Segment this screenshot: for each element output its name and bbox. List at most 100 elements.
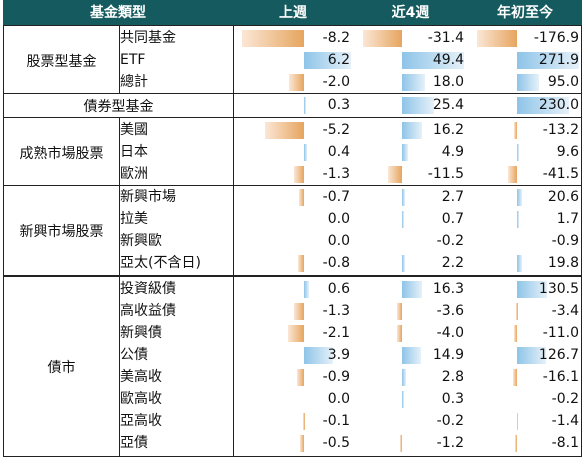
- row-value: -0.2: [436, 413, 464, 429]
- data-bar: [402, 347, 421, 364]
- data-bar: [507, 166, 517, 183]
- row-value: 126.7: [538, 347, 579, 363]
- group-2: 成熟市場股票 美國 -5.2 16.2 -13.2 日本 0.4 4.9 9.6 歐洲 -1.3 -1…: [3, 117, 582, 188]
- row-value: 1.7: [556, 211, 579, 227]
- data-bar: [517, 255, 522, 272]
- row-value: -11.0: [542, 325, 579, 341]
- row-label: 新興市場: [120, 189, 176, 205]
- group-label: 成熟市場股票: [19, 145, 104, 162]
- data-bar: [297, 255, 304, 272]
- row-label: 美高收: [120, 369, 162, 385]
- row-value: -0.9: [322, 369, 350, 385]
- value-divider: [233, 277, 234, 456]
- row-value: -13.2: [542, 122, 579, 138]
- row-label: 美國: [120, 122, 148, 138]
- data-bar: [476, 30, 517, 47]
- row-value: 0.3: [327, 97, 350, 113]
- data-bar: [402, 144, 409, 161]
- data-bar: [362, 30, 402, 47]
- row-value: 6.2: [327, 52, 350, 68]
- row-label: 日本: [120, 144, 148, 160]
- row-value: 4.9: [441, 144, 464, 160]
- row-value: -2.1: [322, 325, 350, 341]
- row-value: -1.3: [322, 303, 350, 319]
- value-divider: [233, 94, 234, 117]
- row-value: -176.9: [533, 30, 579, 46]
- data-bar: [513, 369, 517, 386]
- row-label: 共同基金: [120, 30, 176, 46]
- row-label: 新興歐: [120, 233, 162, 249]
- data-bar: [400, 435, 402, 452]
- group-0: 股票型基金 共同基金 -8.2 -31.4 -176.9 ETF 6.2 49.4 271.9 總…: [3, 25, 582, 96]
- row-label: 總計: [120, 74, 148, 90]
- fund-flow-table: 基金類型 上週 近4週 年初至今 股票型基金 共同基金 -8.2 -31.4 -176.…: [3, 0, 582, 457]
- row-value: -0.2: [551, 391, 579, 407]
- table-header: 基金類型 上週 近4週 年初至今: [3, 0, 582, 26]
- row-value: 19.8: [547, 255, 579, 271]
- data-bar: [298, 189, 304, 206]
- data-bar: [387, 166, 402, 183]
- row-value: 20.6: [547, 189, 579, 205]
- data-bar: [304, 144, 308, 161]
- row-value: -1.4: [551, 413, 579, 429]
- row-value: -16.1: [542, 369, 579, 385]
- row-value: 230.0: [538, 97, 579, 113]
- row-value: -3.6: [436, 303, 464, 319]
- data-bar: [402, 52, 464, 69]
- data-bar: [516, 303, 518, 320]
- row-value: -4.0: [436, 325, 464, 341]
- row-value: 271.9: [538, 52, 579, 68]
- row-value: 0.6: [327, 281, 350, 297]
- group-label: 債券型基金: [83, 98, 154, 115]
- row-value: 0.0: [327, 391, 350, 407]
- data-bar: [288, 325, 304, 342]
- data-bar: [304, 281, 309, 298]
- data-bar: [303, 413, 305, 430]
- group-divider: [119, 277, 120, 456]
- row-value: -41.5: [542, 166, 579, 182]
- row-value: 49.4: [432, 52, 464, 68]
- row-label: 歐高收: [120, 391, 162, 407]
- data-bar: [402, 189, 406, 206]
- row-value: -0.1: [322, 413, 350, 429]
- data-bar: [517, 189, 522, 206]
- header-ytd: 年初至今: [497, 5, 553, 21]
- row-label: 新興債: [120, 325, 162, 341]
- row-value: -8.1: [551, 435, 579, 451]
- row-label: 亞高收: [120, 413, 162, 429]
- row-value: 25.4: [432, 97, 464, 113]
- data-bar: [516, 413, 519, 430]
- data-bar: [402, 122, 423, 139]
- row-label: 亞太(不含日): [120, 255, 201, 271]
- data-bar: [402, 391, 404, 408]
- group-divider: [119, 26, 120, 95]
- data-bar: [517, 97, 570, 114]
- row-value: -11.5: [427, 166, 464, 182]
- row-value: 2.7: [441, 189, 464, 205]
- row-value: 0.4: [327, 144, 350, 160]
- data-bar: [396, 325, 402, 342]
- data-bar: [300, 435, 304, 452]
- header-category: 基金類型: [90, 5, 146, 21]
- group-divider: [119, 186, 120, 275]
- row-value: -0.9: [551, 233, 579, 249]
- row-value: -1.3: [322, 166, 350, 182]
- data-bar: [294, 303, 304, 320]
- data-bar: [402, 281, 423, 298]
- group-label: 新興市場股票: [19, 223, 104, 240]
- row-value: -2.0: [322, 74, 350, 90]
- row-value: 0.0: [327, 211, 350, 227]
- data-bar: [242, 30, 304, 47]
- row-label: 拉美: [120, 211, 148, 227]
- row-label: 歐洲: [120, 166, 148, 182]
- row-value: 16.3: [432, 281, 464, 297]
- data-bar: [517, 74, 539, 91]
- row-value: -0.8: [322, 255, 350, 271]
- row-value: 3.9: [327, 347, 350, 363]
- row-label: 公債: [120, 347, 148, 363]
- row-value: 14.9: [432, 347, 464, 363]
- row-label: 高收益債: [120, 303, 176, 319]
- value-divider: [233, 118, 234, 187]
- row-value: 130.5: [538, 281, 579, 297]
- data-bar: [517, 144, 520, 161]
